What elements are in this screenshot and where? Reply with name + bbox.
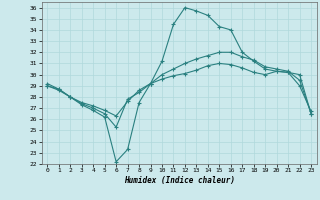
X-axis label: Humidex (Indice chaleur): Humidex (Indice chaleur) — [124, 176, 235, 185]
